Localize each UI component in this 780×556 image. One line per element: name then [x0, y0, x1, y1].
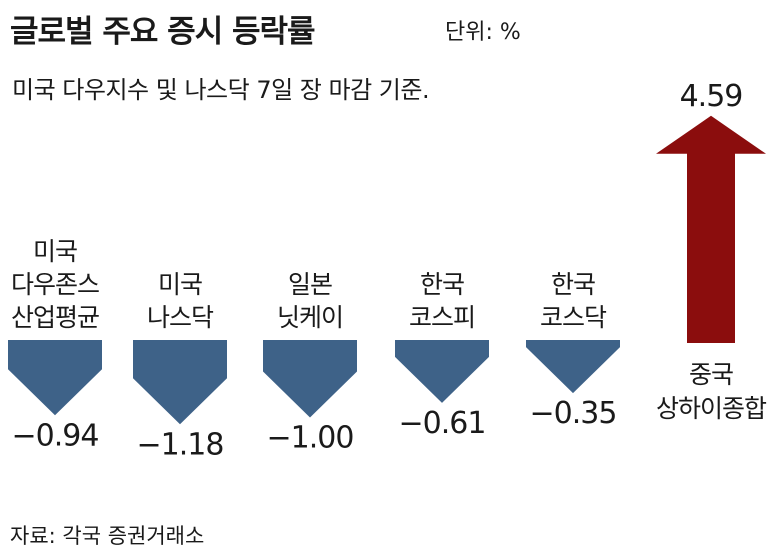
category-label-1-1: 나스닥	[147, 303, 214, 332]
chart-subtitle: 미국 다우지수 및 나스닥 7일 장 마감 기준.	[12, 76, 430, 104]
bar-arrow-0	[8, 340, 102, 416]
value-label-4: −0.35	[530, 396, 617, 431]
bar-arrow-5	[656, 115, 766, 343]
category-label-3-0: 한국	[420, 270, 464, 299]
category-label-0-1: 다우존스	[11, 270, 99, 299]
category-label-2-1: 닛케이	[277, 303, 343, 332]
category-label-4-1: 코스닥	[540, 303, 607, 332]
chart-title: 글로벌 주요 증시 등락률	[10, 14, 316, 50]
value-label-2: −1.00	[267, 421, 354, 456]
category-label-3-1: 코스피	[409, 303, 475, 332]
bar-arrow-1	[133, 340, 227, 425]
bar-arrow-3	[395, 340, 489, 403]
category-label-4-0: 한국	[551, 270, 595, 299]
category-label-5-1: 상하이종합	[656, 394, 767, 423]
bar-arrow-4	[526, 340, 620, 394]
source-note: 자료: 각국 증권거래소	[10, 524, 205, 548]
bar-arrow-2	[263, 340, 357, 418]
category-label-5-0: 중국	[689, 360, 733, 389]
unit-label: 단위: %	[445, 20, 521, 45]
category-label-0-0: 미국	[33, 237, 77, 266]
category-label-0-2: 산업평균	[11, 303, 99, 332]
value-label-5: 4.59	[680, 79, 743, 114]
category-label-1-0: 미국	[158, 270, 202, 299]
value-label-0: −0.94	[12, 418, 99, 453]
value-label-1: −1.18	[137, 427, 224, 462]
value-label-3: −0.61	[399, 406, 486, 441]
category-label-2-0: 일본	[288, 270, 332, 299]
